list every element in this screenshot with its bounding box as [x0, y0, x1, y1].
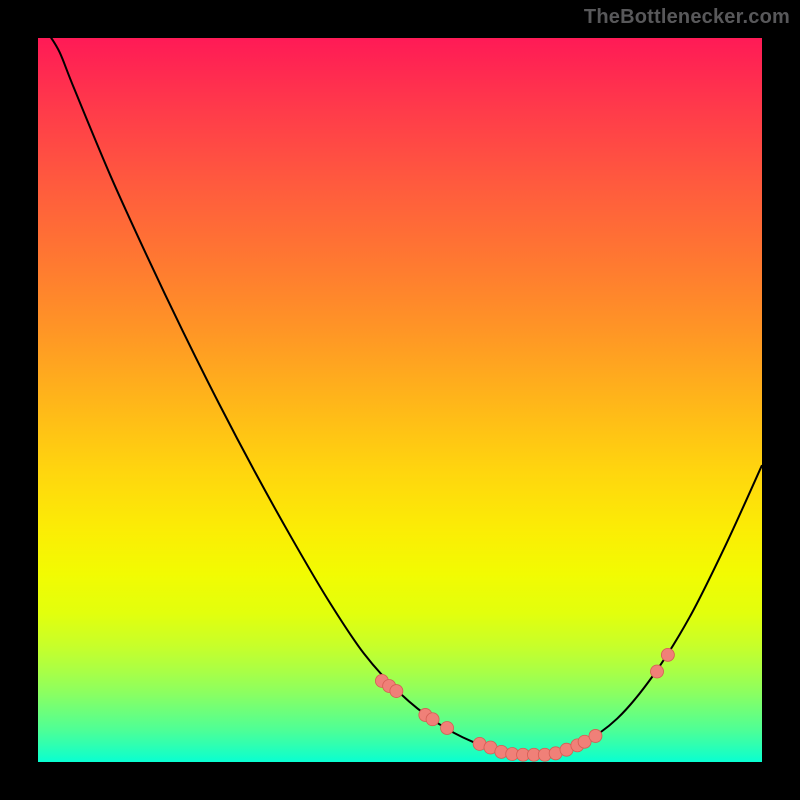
data-marker — [390, 685, 403, 698]
plot-area — [38, 38, 762, 762]
data-marker — [589, 729, 602, 742]
chart-svg — [38, 38, 762, 762]
data-marker — [441, 721, 454, 734]
watermark-text: TheBottlenecker.com — [584, 6, 790, 29]
data-marker — [426, 713, 439, 726]
chart-background — [38, 38, 762, 762]
data-marker — [651, 665, 664, 678]
canvas: TheBottlenecker.com — [0, 0, 800, 800]
data-marker — [661, 648, 674, 661]
